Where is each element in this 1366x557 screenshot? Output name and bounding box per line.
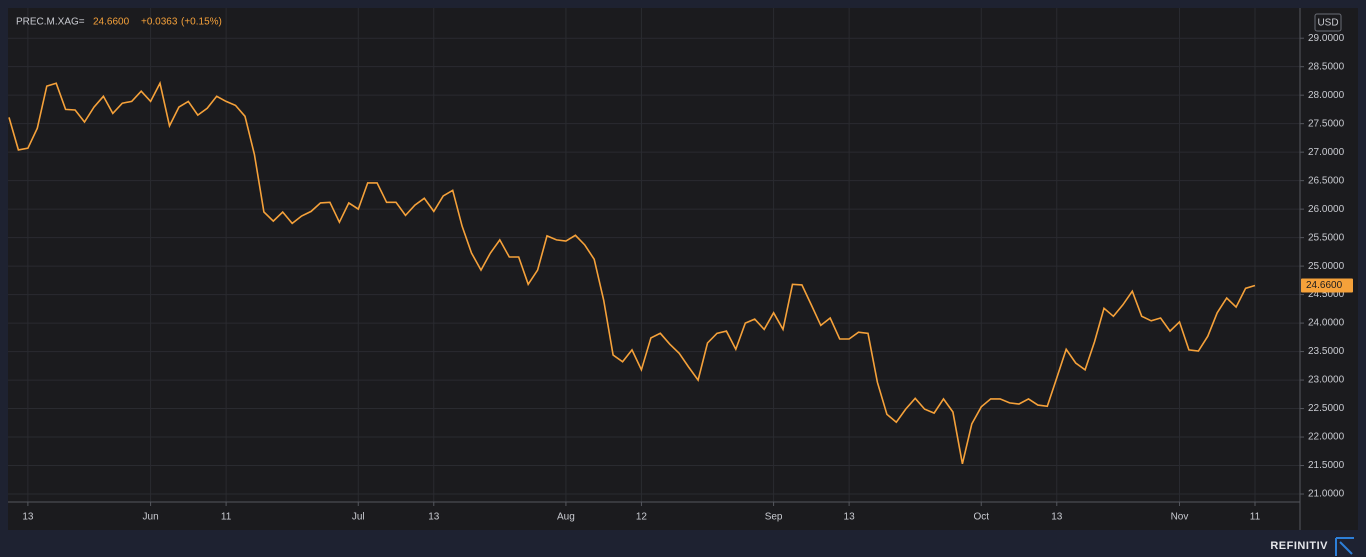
currency-box[interactable] (1314, 13, 1342, 32)
y-tick-label: 24.0000 (1308, 318, 1345, 329)
last-price-box (1301, 278, 1353, 293)
x-tick-label: 13 (1051, 512, 1063, 523)
y-tick-label: 29.0000 (1308, 33, 1345, 44)
y-tick-label: 22.0000 (1308, 432, 1345, 443)
price-line (8, 80, 1256, 464)
x-tick-label: 11 (221, 512, 232, 523)
brand-logo (1335, 537, 1354, 556)
x-tick-label: 13 (428, 512, 440, 523)
x-tick-label: 13 (22, 512, 34, 523)
x-tick-label: Jun (143, 512, 159, 523)
y-tick-label: 26.0000 (1308, 204, 1345, 215)
x-tick-label: 11 (1250, 512, 1261, 523)
x-tick-label: Jul (352, 512, 365, 523)
change-percent: (+0.15%) (181, 17, 222, 28)
x-tick-label: Sep (765, 512, 783, 523)
y-tick-label: 22.5000 (1308, 403, 1345, 414)
x-tick-label: Aug (557, 512, 575, 523)
x-tick-label: Nov (1171, 512, 1189, 523)
last-price: 24.6600 (93, 17, 130, 28)
y-tick-label: 21.0000 (1308, 489, 1345, 500)
y-tick-label: 28.5000 (1308, 61, 1345, 72)
currency[interactable]: USD (1317, 18, 1338, 29)
y-tick-label: 26.5000 (1308, 175, 1345, 186)
y-tick-label: 23.0000 (1308, 375, 1345, 386)
y-tick-label: 21.5000 (1308, 460, 1345, 471)
change: +0.0363 (141, 17, 178, 28)
y-tick-label: 28.0000 (1308, 90, 1345, 101)
x-tick-label: Oct (973, 512, 989, 523)
x-tick-label: 12 (636, 512, 648, 523)
y-tick-label: 27.5000 (1308, 118, 1345, 129)
y-tick-label: 24.5000 (1308, 289, 1345, 300)
symbol: PREC.M.XAG= (16, 17, 85, 28)
plot-background (8, 8, 1358, 530)
y-tick-label: 25.0000 (1308, 261, 1345, 272)
grid (8, 8, 1300, 502)
last-price-label: 24.6600 (1306, 280, 1343, 291)
y-tick-label: 23.5000 (1308, 346, 1345, 357)
y-tick-label: 25.5000 (1308, 232, 1345, 243)
brand: REFINITIV (1270, 540, 1328, 552)
x-tick-label: 13 (844, 512, 856, 523)
y-tick-label: 27.0000 (1308, 147, 1345, 158)
